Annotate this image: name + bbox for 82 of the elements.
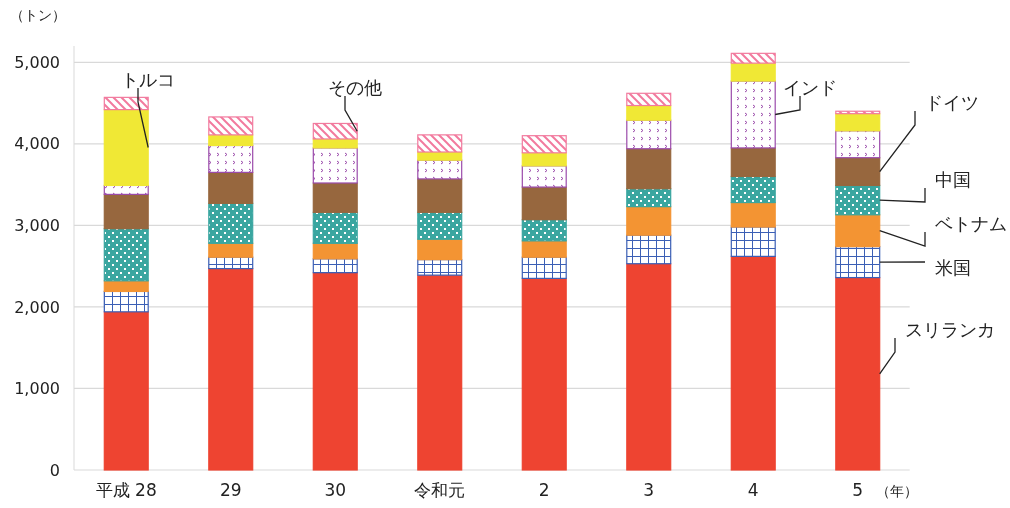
bar: [730, 175, 776, 204]
bar: [521, 240, 567, 258]
bar: [521, 277, 567, 471]
series-label: スリランカ: [905, 319, 995, 341]
bar: [730, 147, 776, 178]
bar: [312, 211, 358, 244]
bar: [208, 171, 254, 204]
bar: [835, 276, 881, 471]
bar: [103, 228, 149, 282]
bar: [730, 255, 776, 471]
text: 中国: [935, 169, 971, 191]
x-tick-label: 29: [219, 480, 242, 500]
y-tick-label: 1,000: [14, 379, 60, 399]
bar: [730, 226, 776, 257]
bar: [835, 113, 881, 132]
bar: [312, 182, 358, 213]
bar: [312, 242, 358, 260]
bar: [626, 119, 672, 150]
bar: [521, 256, 567, 279]
bar: [312, 147, 358, 184]
y-tick-label: 3,000: [14, 215, 60, 235]
y-tick-label: 2,000: [14, 297, 60, 317]
bar: [417, 274, 463, 471]
bar: [626, 234, 672, 265]
bar: [626, 263, 672, 471]
bar: [312, 122, 358, 140]
bar: [312, 258, 358, 274]
bar: [521, 219, 567, 242]
bar: [103, 290, 149, 313]
x-tick-label: 2: [538, 480, 550, 500]
bar: [103, 311, 149, 471]
bar: [835, 184, 881, 216]
bar: [730, 62, 776, 82]
bar: [626, 188, 672, 208]
bar: [103, 96, 149, 111]
x-tick-label: 4: [747, 480, 759, 500]
series-label: その他: [328, 77, 382, 99]
bar: [103, 280, 149, 293]
x-tick-label: 30: [324, 480, 347, 500]
bar: [417, 238, 463, 261]
series-label: トルコ: [121, 69, 175, 91]
bar: [521, 135, 567, 154]
bar: [417, 259, 463, 276]
bar: [626, 104, 672, 121]
x-tick-label: 平成 28: [95, 480, 157, 500]
x-tick-label: 3: [643, 480, 655, 500]
bar: [730, 52, 776, 64]
y-tick-label: 5,000: [14, 52, 60, 72]
bar: [208, 116, 254, 136]
text: ドイツ: [925, 92, 979, 114]
bar: [103, 193, 149, 230]
y-tick-label: 4,000: [14, 134, 60, 154]
x-tick-label: 令和元: [414, 480, 466, 500]
bar: [103, 109, 149, 187]
x-tick-label: 5: [852, 480, 864, 500]
bar: [730, 80, 776, 149]
bar: [521, 165, 567, 188]
bar: [835, 130, 881, 159]
bar: [835, 245, 881, 279]
bar: [208, 268, 254, 471]
bar: [208, 144, 254, 173]
bar: [417, 134, 463, 153]
bar: [417, 159, 463, 180]
bar: [626, 206, 672, 236]
bar: [417, 211, 463, 240]
bar: [835, 157, 881, 187]
bar: [208, 202, 254, 244]
text: ベトナム: [935, 213, 1007, 235]
text: 米国: [935, 257, 971, 279]
bar: [312, 272, 358, 471]
bar: [626, 148, 672, 190]
x-axis-title: （年）: [875, 483, 918, 499]
series-label: インド: [783, 77, 837, 99]
bar: [208, 242, 254, 258]
bar: [521, 152, 567, 167]
bar: [835, 214, 881, 248]
y-tick-label: 0: [49, 460, 60, 480]
bar: [626, 92, 672, 107]
bar: [730, 201, 776, 228]
y-axis-title: （トン）: [10, 7, 66, 23]
bar: [521, 186, 567, 221]
bar: [417, 178, 463, 213]
